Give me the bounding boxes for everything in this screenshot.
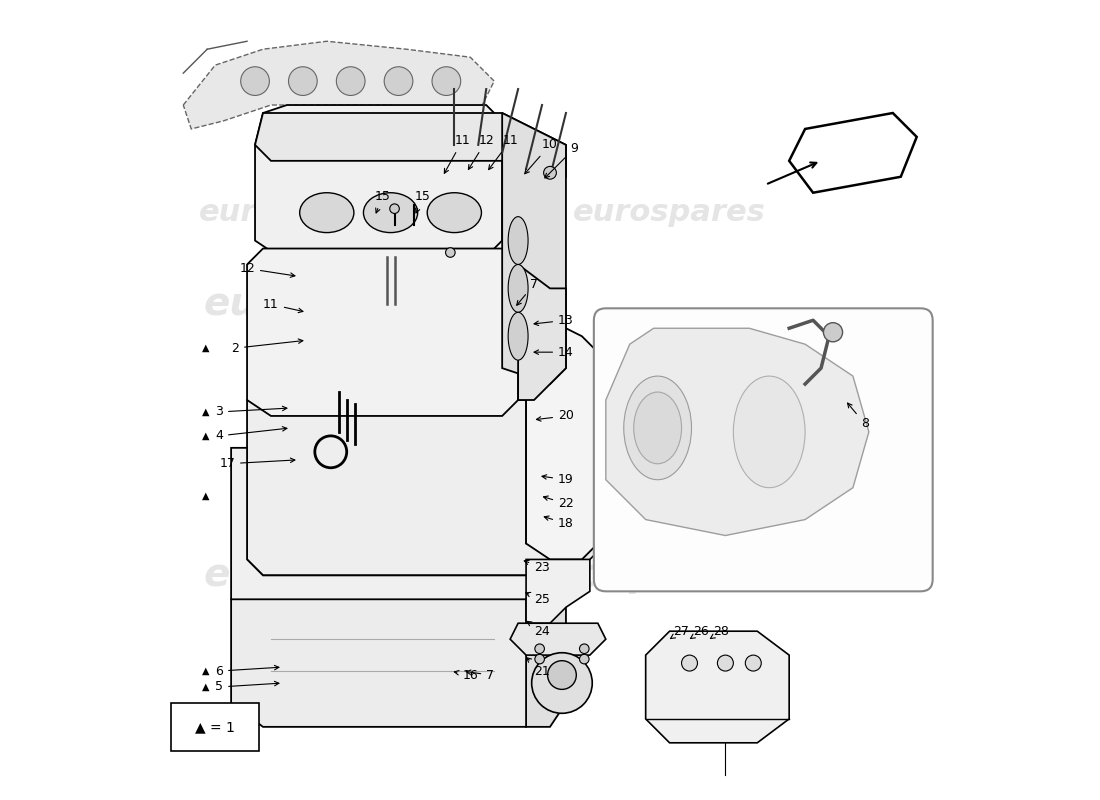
Polygon shape bbox=[248, 249, 518, 416]
Ellipse shape bbox=[624, 376, 692, 480]
Polygon shape bbox=[184, 42, 494, 129]
Circle shape bbox=[432, 66, 461, 95]
Circle shape bbox=[531, 653, 592, 714]
Text: 8: 8 bbox=[847, 403, 869, 430]
Text: eurospares: eurospares bbox=[507, 556, 752, 594]
Circle shape bbox=[288, 66, 317, 95]
Text: 20: 20 bbox=[537, 410, 574, 422]
Text: 17: 17 bbox=[219, 458, 295, 470]
Circle shape bbox=[446, 248, 455, 258]
Polygon shape bbox=[789, 113, 916, 193]
Ellipse shape bbox=[363, 193, 418, 233]
Text: eurospares: eurospares bbox=[573, 198, 766, 227]
Polygon shape bbox=[248, 400, 550, 575]
Circle shape bbox=[746, 655, 761, 671]
Text: 24: 24 bbox=[527, 622, 550, 638]
Text: 12: 12 bbox=[469, 134, 494, 170]
Circle shape bbox=[241, 66, 270, 95]
Text: eurospares: eurospares bbox=[204, 286, 450, 323]
Text: ▲: ▲ bbox=[202, 490, 209, 501]
Text: eurospares: eurospares bbox=[204, 556, 450, 594]
Text: 11: 11 bbox=[263, 298, 302, 313]
Circle shape bbox=[824, 322, 843, 342]
Text: 28: 28 bbox=[711, 625, 729, 638]
Circle shape bbox=[682, 655, 697, 671]
Text: 13: 13 bbox=[535, 314, 574, 326]
Ellipse shape bbox=[427, 193, 482, 233]
Circle shape bbox=[384, 66, 412, 95]
Text: 3: 3 bbox=[216, 406, 287, 418]
Text: 15: 15 bbox=[415, 190, 430, 213]
Text: ▲: ▲ bbox=[202, 666, 209, 676]
Text: eurospares: eurospares bbox=[198, 198, 392, 227]
Ellipse shape bbox=[299, 193, 354, 233]
Ellipse shape bbox=[634, 392, 682, 464]
Polygon shape bbox=[526, 559, 590, 623]
Text: 11: 11 bbox=[488, 134, 518, 170]
Circle shape bbox=[389, 204, 399, 214]
Text: 12: 12 bbox=[239, 262, 295, 278]
Text: 7: 7 bbox=[517, 278, 538, 306]
Polygon shape bbox=[526, 320, 606, 559]
Polygon shape bbox=[255, 105, 503, 257]
Ellipse shape bbox=[508, 265, 528, 312]
Ellipse shape bbox=[508, 217, 528, 265]
Text: 5: 5 bbox=[216, 681, 279, 694]
Text: 22: 22 bbox=[543, 496, 574, 510]
Polygon shape bbox=[518, 265, 565, 400]
Text: 6: 6 bbox=[216, 665, 279, 678]
Text: 10: 10 bbox=[525, 138, 558, 174]
Ellipse shape bbox=[734, 376, 805, 488]
FancyBboxPatch shape bbox=[172, 703, 258, 750]
Circle shape bbox=[543, 166, 557, 179]
Polygon shape bbox=[526, 575, 565, 727]
Polygon shape bbox=[526, 336, 606, 567]
Text: 7: 7 bbox=[466, 669, 494, 682]
Circle shape bbox=[535, 644, 544, 654]
Text: ▲ = 1: ▲ = 1 bbox=[195, 720, 235, 734]
Text: 14: 14 bbox=[535, 346, 574, 358]
Polygon shape bbox=[606, 328, 869, 535]
Text: 26: 26 bbox=[691, 625, 710, 638]
Text: 9: 9 bbox=[544, 142, 578, 178]
Polygon shape bbox=[646, 631, 789, 743]
Text: 2: 2 bbox=[231, 339, 302, 354]
Polygon shape bbox=[510, 623, 606, 655]
Text: 21: 21 bbox=[527, 658, 550, 678]
Text: ▲: ▲ bbox=[202, 431, 209, 441]
Text: 23: 23 bbox=[525, 560, 550, 574]
Text: 16: 16 bbox=[454, 669, 478, 682]
Circle shape bbox=[337, 66, 365, 95]
Circle shape bbox=[580, 654, 590, 664]
FancyBboxPatch shape bbox=[594, 308, 933, 591]
Text: ▲: ▲ bbox=[202, 343, 209, 353]
Polygon shape bbox=[231, 599, 550, 727]
Circle shape bbox=[548, 661, 576, 690]
Text: 15: 15 bbox=[375, 190, 390, 213]
Text: ▲: ▲ bbox=[202, 682, 209, 692]
Circle shape bbox=[717, 655, 734, 671]
Text: 25: 25 bbox=[526, 593, 550, 606]
Text: ▲: ▲ bbox=[202, 407, 209, 417]
Polygon shape bbox=[231, 448, 535, 623]
Polygon shape bbox=[255, 113, 565, 177]
Text: 19: 19 bbox=[542, 474, 574, 486]
Text: 27: 27 bbox=[671, 625, 690, 638]
Circle shape bbox=[580, 644, 590, 654]
Text: 11: 11 bbox=[444, 134, 470, 174]
Polygon shape bbox=[503, 113, 565, 384]
Ellipse shape bbox=[508, 312, 528, 360]
Circle shape bbox=[535, 654, 544, 664]
Text: 18: 18 bbox=[544, 516, 574, 530]
Text: 4: 4 bbox=[216, 426, 287, 442]
